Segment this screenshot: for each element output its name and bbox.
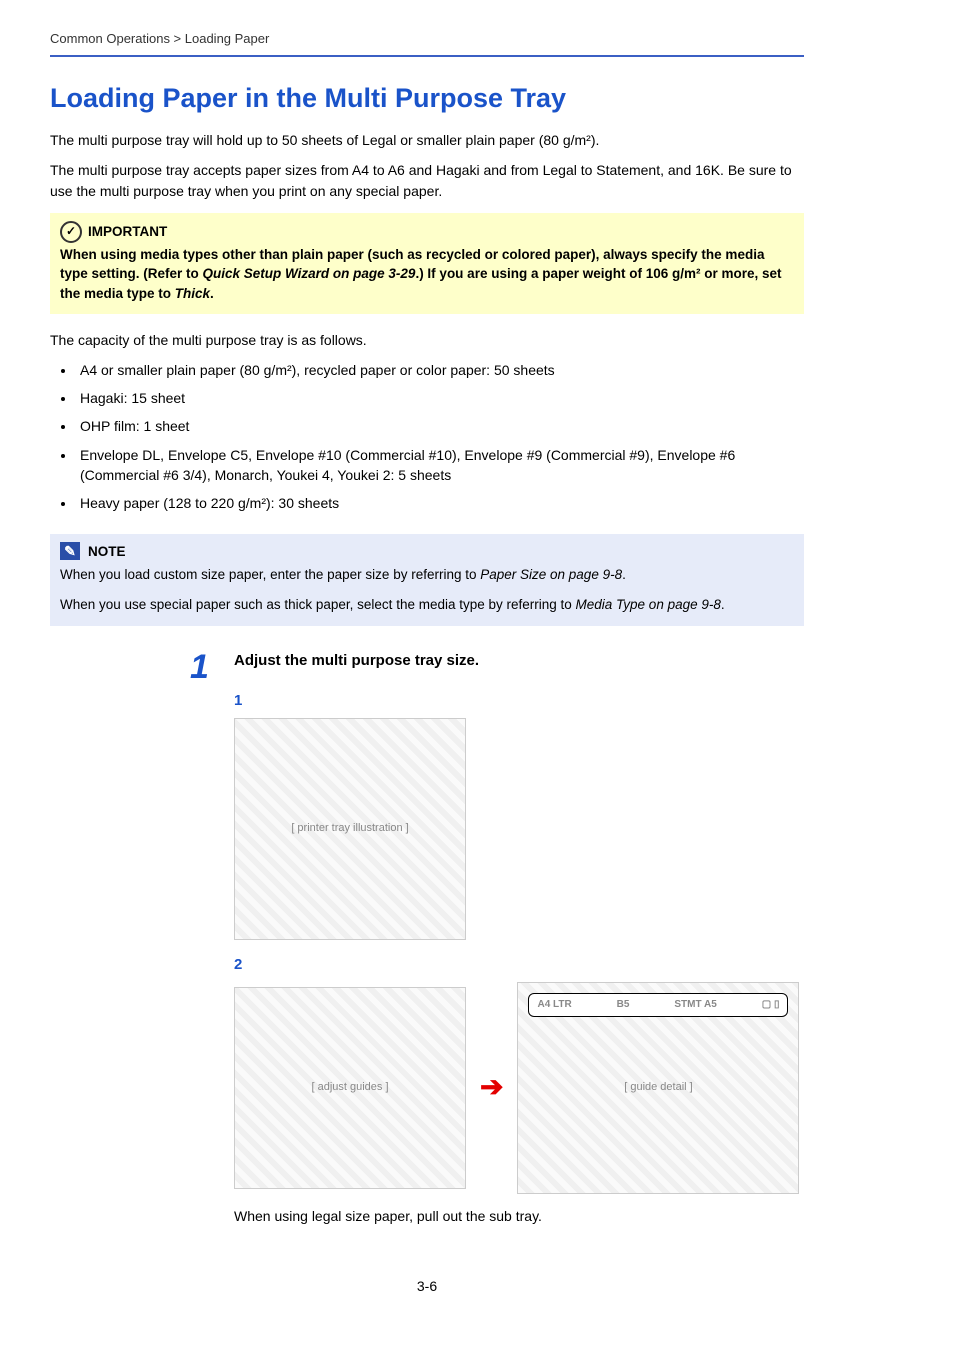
- paper-size-guide-label: A4 LTR B5 STMT A5 ▢ ▯: [528, 993, 788, 1018]
- check-icon: ✓: [60, 221, 82, 243]
- list-item: A4 or smaller plain paper (80 g/m²), rec…: [76, 360, 804, 380]
- intro-paragraph-2: The multi purpose tray accepts paper siz…: [50, 160, 804, 201]
- capacity-intro: The capacity of the multi purpose tray i…: [50, 330, 804, 350]
- note-callout: NOTE When you load custom size paper, en…: [50, 534, 804, 627]
- important-callout: ✓ IMPORTANT When using media types other…: [50, 213, 804, 314]
- substep-number-1: 1: [234, 690, 804, 712]
- step-number: 1: [190, 650, 216, 1226]
- page-title: Loading Paper in the Multi Purpose Tray: [50, 79, 804, 118]
- important-body: When using media types other than plain …: [60, 245, 794, 304]
- step-1: 1 Adjust the multi purpose tray size. 1 …: [190, 650, 804, 1226]
- important-label: IMPORTANT: [88, 222, 167, 242]
- substep-number-2: 2: [234, 954, 804, 976]
- intro-paragraph-1: The multi purpose tray will hold up to 5…: [50, 130, 804, 150]
- figure-adjust-guides-right: A4 LTR B5 STMT A5 ▢ ▯ [ guide detail ]: [517, 982, 799, 1194]
- breadcrumb: Common Operations > Loading Paper: [50, 30, 804, 57]
- step-caption: When using legal size paper, pull out th…: [234, 1206, 804, 1226]
- figure-adjust-guides-left: [ adjust guides ]: [234, 987, 466, 1189]
- list-item: OHP film: 1 sheet: [76, 416, 804, 436]
- note-label: NOTE: [88, 542, 126, 562]
- note-body: When you load custom size paper, enter t…: [60, 565, 794, 614]
- list-item: Hagaki: 15 sheet: [76, 388, 804, 408]
- arrow-right-icon: ➔: [480, 1067, 503, 1108]
- list-item: Heavy paper (128 to 220 g/m²): 30 sheets: [76, 493, 804, 513]
- step-title: Adjust the multi purpose tray size.: [234, 650, 804, 672]
- note-icon: [60, 542, 80, 560]
- figure-tray-open: [ printer tray illustration ]: [234, 718, 466, 940]
- list-item: Envelope DL, Envelope C5, Envelope #10 (…: [76, 445, 804, 486]
- page-number: 3-6: [50, 1276, 804, 1296]
- capacity-list: A4 or smaller plain paper (80 g/m²), rec…: [50, 360, 804, 514]
